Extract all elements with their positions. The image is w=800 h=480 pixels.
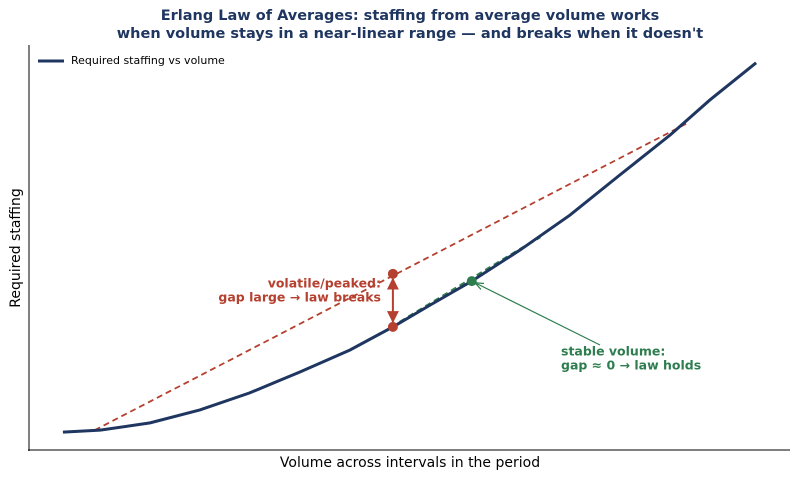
legend-label: Required staffing vs volume	[71, 54, 225, 67]
marker	[387, 268, 398, 279]
annotation: gap ≈ 0 → law holds	[561, 358, 701, 373]
annotation: stable volume:	[561, 344, 665, 359]
line-series	[62, 61, 758, 434]
x-axis-label: Volume across intervals in the period	[280, 455, 540, 471]
annotation-arrow	[476, 283, 601, 346]
y-axis-label: Required staffing	[8, 188, 24, 307]
annotation: volatile/peaked:	[268, 276, 381, 291]
chart-title: when volume stays in a near-linear range…	[117, 26, 704, 42]
marker	[387, 321, 398, 332]
marker	[466, 276, 477, 287]
chart-title: Erlang Law of Averages: staffing from av…	[161, 8, 660, 24]
annotation: gap large → law breaks	[218, 290, 381, 305]
